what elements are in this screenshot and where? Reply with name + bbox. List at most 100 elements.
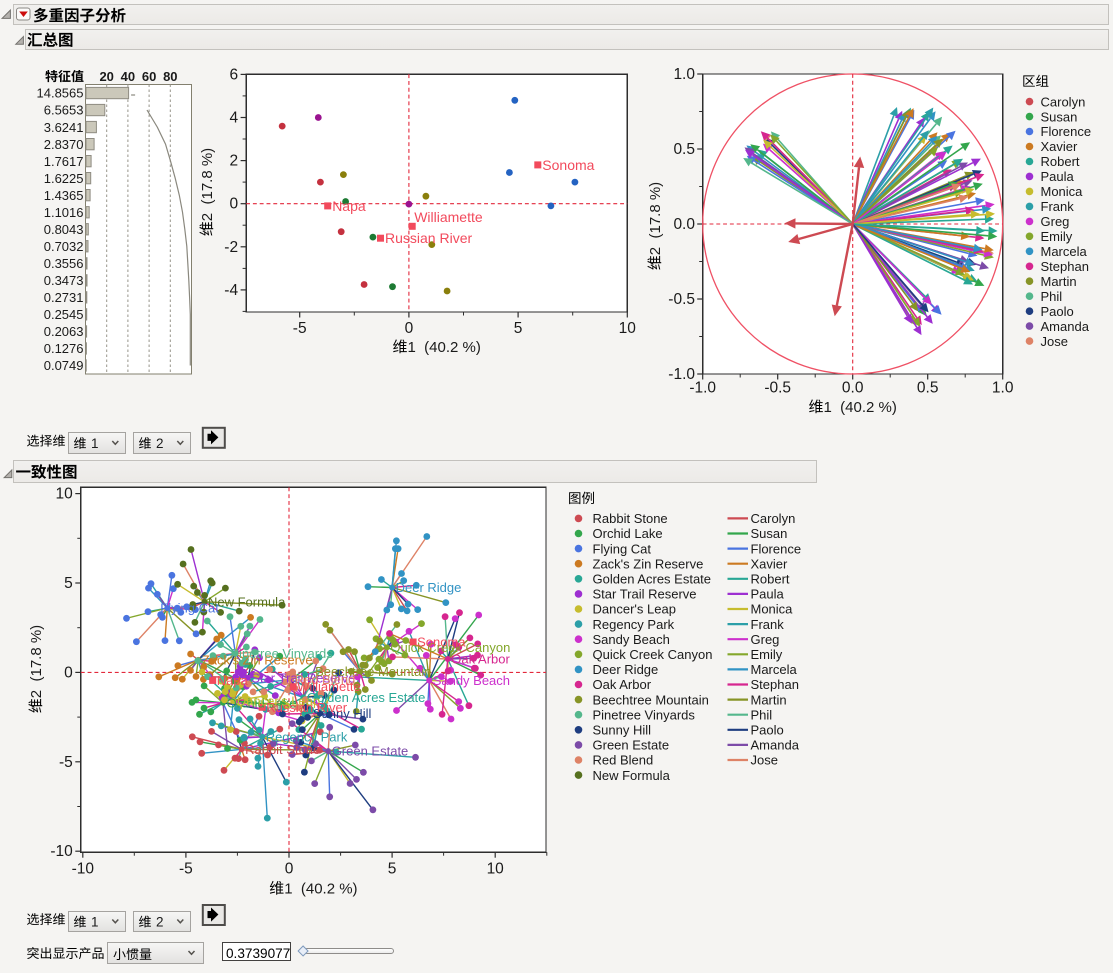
svg-text:0.2063: 0.2063 <box>44 324 84 339</box>
svg-text:-10: -10 <box>50 843 73 860</box>
svg-text:2 (17.8 %): 2 (17.8 %) <box>28 625 45 698</box>
svg-text:Green Estate: Green Estate <box>593 738 670 753</box>
svg-text:Orchid Lake: Orchid Lake <box>593 526 663 541</box>
svg-text:New Formula: New Formula <box>208 594 286 609</box>
svg-text:Monica: Monica <box>1041 184 1084 199</box>
svg-text:0.0: 0.0 <box>842 380 864 397</box>
svg-text:0: 0 <box>285 861 294 878</box>
svg-text:Jose: Jose <box>1041 334 1068 349</box>
svg-text:60: 60 <box>142 69 156 84</box>
svg-text:Star Trail Reserve: Star Trail Reserve <box>251 670 355 685</box>
svg-text:Golden Acres Estate: Golden Acres Estate <box>307 690 426 705</box>
svg-text:6.5653: 6.5653 <box>44 103 84 118</box>
svg-text:0.3473: 0.3473 <box>44 273 84 288</box>
svg-text:Stephan: Stephan <box>751 677 799 692</box>
svg-text:Rabbit Stone: Rabbit Stone <box>593 511 668 526</box>
svg-text:Oak Arbor: Oak Arbor <box>593 677 652 692</box>
svg-text:Robert: Robert <box>1041 154 1080 169</box>
svg-text:-1.0: -1.0 <box>668 366 695 383</box>
svg-text:Beechtree Mountain: Beechtree Mountain <box>315 664 431 679</box>
svg-text:Rabbit Stone: Rabbit Stone <box>245 742 320 757</box>
svg-text:1.4365: 1.4365 <box>44 188 84 203</box>
svg-text:New Formula: New Formula <box>593 768 671 783</box>
svg-text:1 (40.2 %): 1 (40.2 %) <box>284 881 357 898</box>
svg-text:Zack's Zin Reserve: Zack's Zin Reserve <box>593 556 704 571</box>
svg-text:Marcela: Marcela <box>1041 244 1088 259</box>
svg-text:-5: -5 <box>293 320 307 337</box>
svg-text:Regency Park: Regency Park <box>593 617 675 632</box>
svg-text:Sonoma: Sonoma <box>417 635 466 650</box>
svg-text:Robert: Robert <box>751 572 790 587</box>
svg-text:Deer Ridge: Deer Ridge <box>593 662 659 677</box>
svg-text:-4: -4 <box>224 282 238 299</box>
svg-text:Oak Arbor: Oak Arbor <box>451 652 510 667</box>
svg-text:Regency Park: Regency Park <box>266 729 348 744</box>
svg-text:2: 2 <box>229 153 238 170</box>
svg-text:Pinetree Vinyards: Pinetree Vinyards <box>593 707 696 722</box>
svg-text:Quick Creek Canyon: Quick Creek Canyon <box>390 640 510 655</box>
svg-text:4: 4 <box>229 110 238 127</box>
svg-text:Napa: Napa <box>332 198 366 214</box>
svg-text:Stephan: Stephan <box>1041 259 1089 274</box>
svg-text:Xavier: Xavier <box>751 556 789 571</box>
svg-text:Deer Ridge: Deer Ridge <box>396 580 462 595</box>
svg-text:20: 20 <box>99 69 113 84</box>
svg-text:-10: -10 <box>72 861 95 878</box>
svg-text:Williamette: Williamette <box>297 679 361 694</box>
svg-text:0.5: 0.5 <box>673 141 695 158</box>
svg-text:6: 6 <box>229 66 238 83</box>
svg-text:Quick Creek Canyon: Quick Creek Canyon <box>593 647 713 662</box>
svg-text:Monica: Monica <box>751 602 794 617</box>
svg-text:1 (40.2 %): 1 (40.2 %) <box>408 339 481 356</box>
svg-text:Greg: Greg <box>1041 214 1070 229</box>
svg-text:1.0: 1.0 <box>992 380 1014 397</box>
svg-text:-0.5: -0.5 <box>764 380 791 397</box>
svg-text:2 (17.8 %): 2 (17.8 %) <box>199 148 216 221</box>
svg-text:14.8565: 14.8565 <box>37 86 84 101</box>
svg-text:Xavier: Xavier <box>1041 139 1079 154</box>
svg-text:5: 5 <box>514 320 523 337</box>
svg-text:Sonoma: Sonoma <box>542 157 594 173</box>
svg-text:Emily: Emily <box>751 647 783 662</box>
svg-text:0.1276: 0.1276 <box>44 341 84 356</box>
svg-text:40: 40 <box>121 69 135 84</box>
svg-text:Amanda: Amanda <box>751 738 800 753</box>
svg-text:Susan: Susan <box>751 526 788 541</box>
svg-text:Jose: Jose <box>751 753 778 768</box>
svg-text:-5: -5 <box>59 754 73 771</box>
svg-text:1.7617: 1.7617 <box>44 154 84 169</box>
svg-text:Martin: Martin <box>751 692 787 707</box>
svg-text:Amanda: Amanda <box>1041 319 1090 334</box>
svg-text:Flying Cat: Flying Cat <box>160 601 219 616</box>
svg-text:Red Blend: Red Blend <box>295 672 356 687</box>
svg-text:10: 10 <box>56 486 74 503</box>
svg-text:-5: -5 <box>179 861 193 878</box>
svg-text:Orchid Lake: Orchid Lake <box>227 695 297 710</box>
svg-text:0.7032: 0.7032 <box>44 239 84 254</box>
svg-text:Sandy Beach: Sandy Beach <box>433 673 510 688</box>
svg-text:Green Estate: Green Estate <box>332 744 409 759</box>
svg-text:Sandy Beach: Sandy Beach <box>593 632 670 647</box>
svg-text:0: 0 <box>64 664 73 681</box>
svg-text:Paula: Paula <box>1041 169 1075 184</box>
svg-text:5: 5 <box>388 861 397 878</box>
svg-text:Frank: Frank <box>751 617 785 632</box>
svg-text:Dancer's Leap: Dancer's Leap <box>237 694 320 709</box>
svg-text:0.0749: 0.0749 <box>44 358 84 373</box>
svg-text:Carolyn: Carolyn <box>751 511 796 526</box>
svg-text:Phil: Phil <box>751 707 773 722</box>
svg-text:Phil: Phil <box>1041 289 1063 304</box>
svg-text:Florence: Florence <box>751 541 802 556</box>
svg-text:0.8043: 0.8043 <box>44 222 84 237</box>
svg-text:Sunny Hill: Sunny Hill <box>593 723 652 738</box>
svg-text:Napa: Napa <box>217 673 249 688</box>
svg-text:Susan: Susan <box>1041 109 1078 124</box>
svg-text:0.3556: 0.3556 <box>44 256 84 271</box>
svg-text:Russian River: Russian River <box>385 230 472 246</box>
svg-text:0.2731: 0.2731 <box>44 290 84 305</box>
svg-text:-0.5: -0.5 <box>668 291 695 308</box>
svg-text:Dancer's Leap: Dancer's Leap <box>593 602 676 617</box>
svg-text:-1.0: -1.0 <box>689 380 716 397</box>
svg-text:Flying Cat: Flying Cat <box>593 541 652 556</box>
svg-text:80: 80 <box>163 69 177 84</box>
